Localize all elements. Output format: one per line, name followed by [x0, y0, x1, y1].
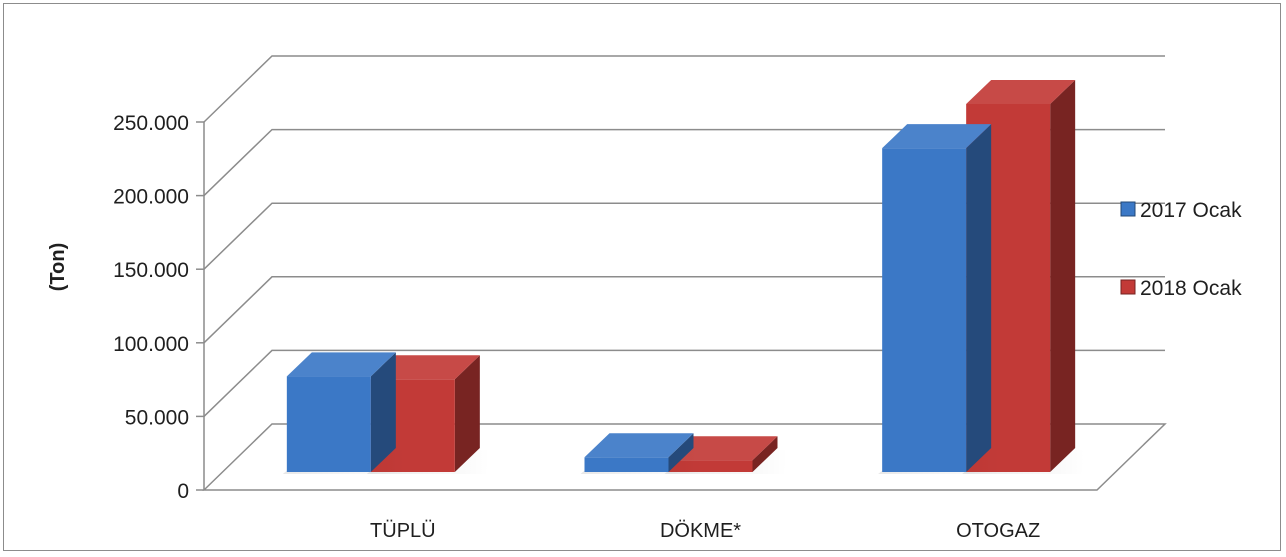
- y-tick-label: 0: [177, 480, 189, 503]
- bar-side: [752, 436, 778, 472]
- bar-front: [668, 460, 753, 472]
- bar-side: [668, 433, 694, 472]
- bar-top: [584, 433, 694, 458]
- gridline: [203, 349, 1165, 417]
- gridline: [203, 55, 1165, 123]
- y-tick-label: 200.000: [113, 186, 189, 209]
- legend-item: 2017 Ocak: [1120, 199, 1242, 222]
- legend-swatch: [1120, 279, 1136, 295]
- legend: 2017 Ocak 2018 Ocak: [1120, 199, 1242, 300]
- gridline: [203, 202, 1165, 270]
- legend-swatch: [1120, 201, 1136, 217]
- bar-top: [286, 352, 396, 377]
- bar-front: [882, 148, 967, 472]
- y-tick-label: 250.000: [113, 112, 189, 135]
- bars: [282, 80, 1086, 474]
- gridline: [203, 276, 1165, 344]
- labels: (Ton) 0 50.000 100.000 150.000 200.000 250.00…: [47, 112, 1040, 542]
- y-tick-label: 100.000: [113, 333, 189, 356]
- chart-frame: (Ton) 0 50.000 100.000 150.000 200.000 250.00…: [3, 3, 1281, 551]
- bar-top: [966, 80, 1076, 104]
- bar: [580, 433, 704, 474]
- bar: [878, 124, 1002, 474]
- gridline: [203, 128, 1165, 197]
- bar-front: [584, 457, 669, 472]
- legend-label: 2017 Ocak: [1140, 199, 1242, 222]
- bar-side: [1050, 80, 1076, 472]
- x-tick-label: TÜPLÜ: [370, 520, 436, 542]
- y-tick-label: 50.000: [125, 406, 189, 429]
- y-tick-label: 150.000: [113, 259, 189, 282]
- legend-item: 2018 Ocak: [1120, 277, 1242, 300]
- x-tick-label: OTOGAZ: [956, 520, 1040, 542]
- bar-side: [454, 355, 480, 472]
- bar-chart: (Ton) 0 50.000 100.000 150.000 200.000 250.00…: [47, 55, 1242, 542]
- gridlines: [203, 55, 1165, 417]
- legend-label: 2018 Ocak: [1140, 277, 1242, 300]
- bar-top: [370, 355, 480, 380]
- bar-front: [286, 376, 371, 472]
- bar: [282, 352, 406, 474]
- bar-top: [882, 124, 992, 149]
- x-tick-label: DÖKME*: [660, 520, 741, 542]
- y-axis-title: (Ton): [47, 243, 69, 292]
- bar-side: [370, 352, 396, 472]
- bar-side: [966, 124, 992, 472]
